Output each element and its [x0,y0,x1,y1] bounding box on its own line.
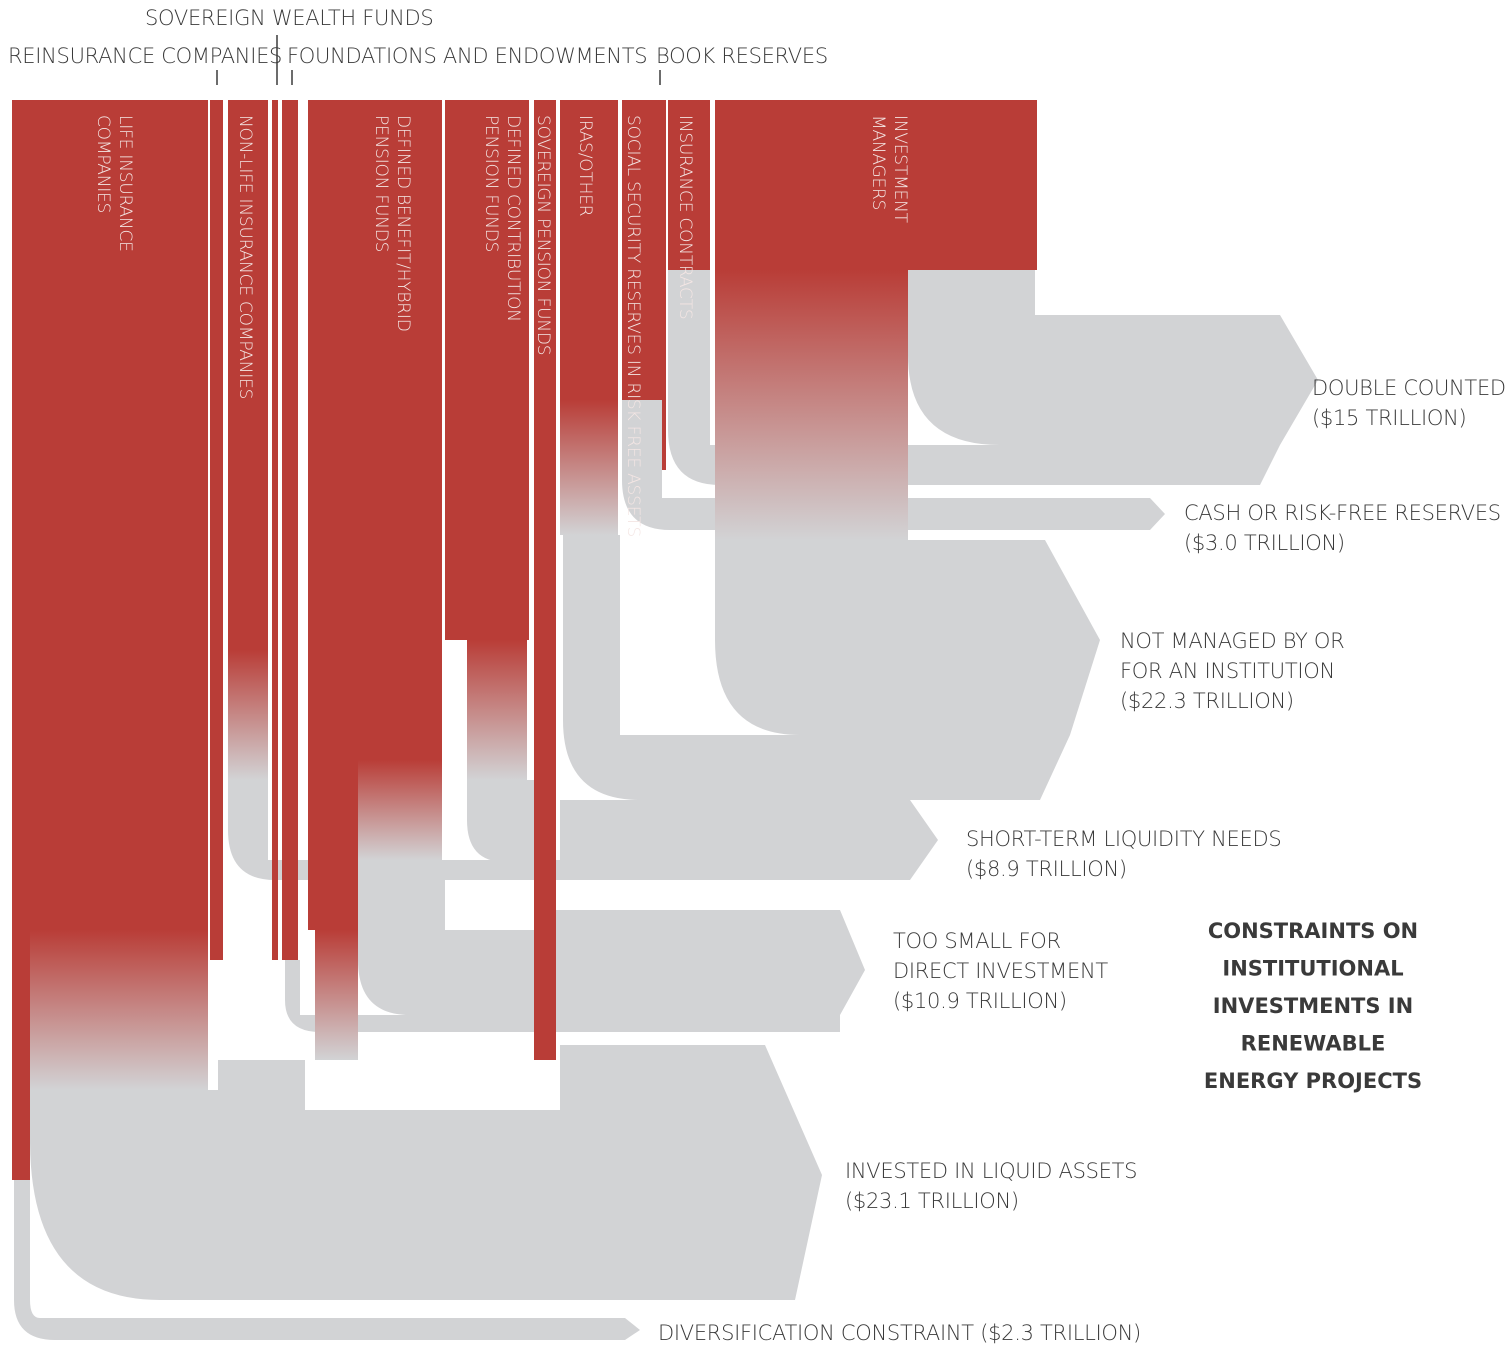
label-investment-managers-line-1: INVESTMENT [890,115,910,224]
diagram-title: CONSTRAINTS ON INSTITUTIONAL INVESTMENTS I… [1204,919,1422,1093]
label-book-reserves: BOOK RESERVES [656,44,828,68]
label-life-insurance-line-1: LIFE INSURANCE [115,115,135,252]
title-line-5: ENERGY PROJECTS [1204,1069,1422,1093]
column-defined-benefit-low-fade [315,930,358,1060]
label-double-counted-line-2: ($15 TRILLION) [1312,406,1466,430]
label-life-insurance-line-2: COMPANIES [93,115,113,213]
label-diversification: DIVERSIFICATION CONSTRAINT ($2.3 TRILLIO… [658,1321,1141,1345]
column-defined-benefit [308,100,442,760]
title-line-1: CONSTRAINTS ON [1208,919,1418,943]
flow-short-term-dc [467,780,540,862]
label-too-small-line-1: TOO SMALL FOR [893,929,1061,953]
flow-not-managed [715,540,1100,735]
column-reinsurance [210,100,223,960]
label-foundations-endowments: FOUNDATIONS AND ENDOWMENTS [287,44,647,68]
label-insurance-contracts: INSURANCE CONTRACTS [675,115,695,320]
column-life-insurance-thin [12,930,30,1180]
label-short-term-line-1: SHORT-TERM LIQUIDITY NEEDS [966,827,1281,851]
flow-not-managed-iras [563,535,1070,800]
label-too-small-line-3: ($10.9 TRILLION) [893,989,1067,1013]
label-not-managed-line-1: NOT MANAGED BY OR [1120,629,1344,653]
column-sovereign-pension [534,100,556,1060]
column-life-insurance-fade [30,930,208,1090]
column-non-life [228,100,268,650]
column-investment-managers-fade [715,270,908,540]
column-defined-benefit-fade [358,760,442,860]
column-foundations [282,100,298,960]
column-iras [560,100,618,400]
flow-double-counted [908,270,1318,445]
constraint-labels: DOUBLE COUNTED ($15 TRILLION) CASH OR RISK… [658,376,1506,1345]
label-defined-contribution-line-1: DEFINED CONTRIBUTION [503,115,523,322]
title-line-2: INSTITUTIONAL [1222,957,1403,981]
label-social-security: SOCIAL SECURITY RESERVES IN RISK FREE AS… [623,115,643,537]
column-social-security [622,100,662,400]
label-cash-reserves-line-1: CASH OR RISK-FREE RESERVES [1184,501,1501,525]
label-cash-reserves-line-2: ($3.0 TRILLION) [1184,531,1345,555]
title-line-4: RENEWABLE [1241,1032,1386,1056]
flow-diversification [14,1180,640,1340]
flow-liquid-assets-small [218,1060,305,1130]
label-non-life-insurance: NON-LIFE INSURANCE COMPANIES [235,115,255,399]
column-defined-contribution [445,100,529,640]
column-sovereign-wealth [272,100,278,960]
label-double-counted-line-1: DOUBLE COUNTED [1312,376,1506,400]
flow-too-small [358,860,865,1015]
label-liquid-assets-line-2: ($23.1 TRILLION) [845,1189,1019,1213]
label-reinsurance-companies: REINSURANCE COMPANIES [8,44,282,68]
label-too-small-line-2: DIRECT INVESTMENT [893,959,1108,983]
label-iras-other: IRAS/OTHER [575,115,595,216]
column-book-reserves [662,100,666,470]
label-defined-benefit-line-2: PENSION FUNDS [371,115,391,252]
column-insurance-contracts [668,100,710,270]
top-labels [216,35,661,85]
label-defined-contribution-line-2: PENSION FUNDS [481,115,501,252]
flow-short-term [228,780,938,880]
label-not-managed-line-2: FOR AN INSTITUTION [1120,659,1335,683]
label-liquid-assets-line-1: INVESTED IN LIQUID ASSETS [845,1159,1137,1183]
label-defined-benefit-line-1: DEFINED BENEFIT/HYBRID [393,115,413,332]
column-investment-managers [715,100,1037,270]
column-iras-fade [560,400,618,535]
label-sovereign-wealth-funds: SOVEREIGN WEALTH FUNDS [145,6,433,30]
column-life-insurance [12,100,208,930]
label-not-managed-line-3: ($22.3 TRILLION) [1120,689,1294,713]
column-defined-contribution-fade [467,640,527,780]
column-non-life-fade [228,650,268,780]
label-investment-managers-line-2: MANAGERS [868,115,888,210]
institution-columns [12,100,1037,1180]
label-sovereign-pension: SOVEREIGN PENSION FUNDS [533,115,553,355]
label-short-term-line-2: ($8.9 TRILLION) [966,857,1127,881]
column-defined-benefit-low [308,760,358,930]
title-line-3: INVESTMENTS IN [1213,994,1413,1018]
